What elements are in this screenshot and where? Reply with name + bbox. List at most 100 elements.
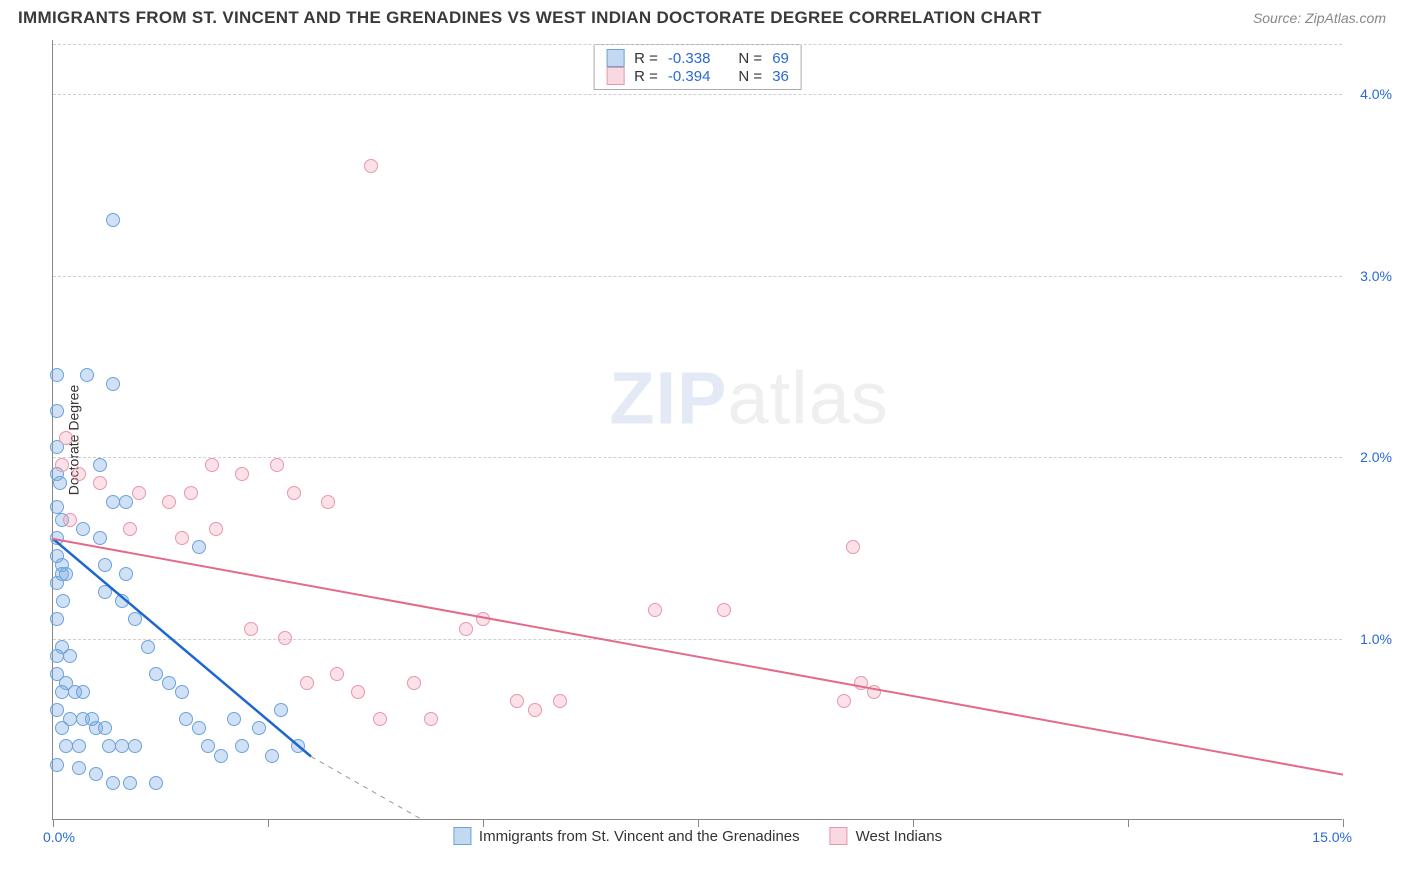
scatter-point-pink <box>63 513 77 527</box>
scatter-point-blue <box>93 458 107 472</box>
legend-item-pink: West Indians <box>830 827 942 845</box>
scatter-point-blue <box>89 767 103 781</box>
scatter-point-blue <box>235 739 249 753</box>
x-axis-max-label: 15.0% <box>1312 829 1352 845</box>
chart-title: IMMIGRANTS FROM ST. VINCENT AND THE GREN… <box>18 8 1042 28</box>
scatter-point-blue <box>55 721 69 735</box>
header: IMMIGRANTS FROM ST. VINCENT AND THE GREN… <box>0 0 1406 34</box>
trendlines <box>53 40 1343 820</box>
scatter-point-pink <box>330 667 344 681</box>
scatter-point-pink <box>837 694 851 708</box>
scatter-point-blue <box>291 739 305 753</box>
legend-correlation: R = -0.338 N = 69 R = -0.394 N = 36 <box>593 44 802 90</box>
legend-row-blue: R = -0.338 N = 69 <box>606 49 789 67</box>
swatch-blue-icon <box>453 827 471 845</box>
x-tick <box>1128 819 1129 827</box>
scatter-point-blue <box>201 739 215 753</box>
scatter-point-blue <box>175 685 189 699</box>
scatter-point-pink <box>132 486 146 500</box>
x-tick <box>698 819 699 827</box>
scatter-point-blue <box>106 213 120 227</box>
scatter-point-pink <box>93 476 107 490</box>
scatter-point-blue <box>98 558 112 572</box>
gridline-h <box>53 94 1342 95</box>
scatter-point-pink <box>364 159 378 173</box>
scatter-point-blue <box>50 758 64 772</box>
scatter-point-blue <box>252 721 266 735</box>
scatter-point-pink <box>553 694 567 708</box>
legend-item-blue: Immigrants from St. Vincent and the Gren… <box>453 827 800 845</box>
scatter-point-pink <box>373 712 387 726</box>
x-tick <box>268 819 269 827</box>
scatter-point-blue <box>106 377 120 391</box>
gridline-h <box>53 457 1342 458</box>
scatter-point-blue <box>192 540 206 554</box>
scatter-point-blue <box>63 649 77 663</box>
scatter-point-blue <box>149 667 163 681</box>
swatch-pink-icon <box>830 827 848 845</box>
source-label: Source: ZipAtlas.com <box>1253 10 1386 26</box>
scatter-point-pink <box>846 540 860 554</box>
scatter-point-blue <box>265 749 279 763</box>
scatter-point-blue <box>106 776 120 790</box>
y-tick-label: 1.0% <box>1360 631 1392 647</box>
n-value-pink: 36 <box>772 68 789 85</box>
r-value-pink: -0.394 <box>668 68 711 85</box>
scatter-point-blue <box>76 522 90 536</box>
scatter-point-pink <box>407 676 421 690</box>
scatter-point-blue <box>102 739 116 753</box>
gridline-h <box>53 276 1342 277</box>
swatch-pink-icon <box>606 67 624 85</box>
scatter-point-pink <box>648 603 662 617</box>
scatter-point-pink <box>205 458 219 472</box>
scatter-point-blue <box>55 685 69 699</box>
r-value-blue: -0.338 <box>668 50 711 67</box>
scatter-point-pink <box>528 703 542 717</box>
legend-series: Immigrants from St. Vincent and the Gren… <box>453 827 942 845</box>
scatter-point-blue <box>179 712 193 726</box>
scatter-point-blue <box>50 576 64 590</box>
scatter-point-pink <box>162 495 176 509</box>
x-tick <box>53 819 54 827</box>
scatter-point-blue <box>149 776 163 790</box>
scatter-point-blue <box>50 612 64 626</box>
y-tick-label: 4.0% <box>1360 86 1392 102</box>
scatter-point-blue <box>98 585 112 599</box>
scatter-point-blue <box>119 567 133 581</box>
scatter-point-blue <box>50 404 64 418</box>
scatter-point-pink <box>854 676 868 690</box>
scatter-point-pink <box>424 712 438 726</box>
scatter-point-pink <box>351 685 365 699</box>
scatter-point-blue <box>50 368 64 382</box>
scatter-point-pink <box>459 622 473 636</box>
scatter-point-blue <box>72 761 86 775</box>
watermark: ZIPatlas <box>609 356 888 441</box>
swatch-blue-icon <box>606 49 624 67</box>
scatter-point-pink <box>184 486 198 500</box>
scatter-point-blue <box>98 721 112 735</box>
scatter-point-pink <box>72 467 86 481</box>
y-tick-label: 3.0% <box>1360 268 1392 284</box>
scatter-point-pink <box>235 467 249 481</box>
scatter-point-pink <box>510 694 524 708</box>
scatter-point-blue <box>50 649 64 663</box>
x-tick <box>913 819 914 827</box>
scatter-point-pink <box>270 458 284 472</box>
n-value-blue: 69 <box>772 50 789 67</box>
legend-row-pink: R = -0.394 N = 36 <box>606 67 789 85</box>
scatter-point-blue <box>76 685 90 699</box>
y-tick-label: 2.0% <box>1360 449 1392 465</box>
scatter-point-blue <box>115 739 129 753</box>
x-tick <box>1343 819 1344 827</box>
scatter-point-pink <box>867 685 881 699</box>
scatter-point-pink <box>300 676 314 690</box>
scatter-point-blue <box>93 531 107 545</box>
scatter-point-pink <box>209 522 223 536</box>
scatter-point-pink <box>321 495 335 509</box>
scatter-point-blue <box>106 495 120 509</box>
scatter-point-pink <box>123 522 137 536</box>
scatter-point-pink <box>175 531 189 545</box>
x-axis-min-label: 0.0% <box>43 829 75 845</box>
scatter-point-blue <box>119 495 133 509</box>
scatter-point-blue <box>227 712 241 726</box>
